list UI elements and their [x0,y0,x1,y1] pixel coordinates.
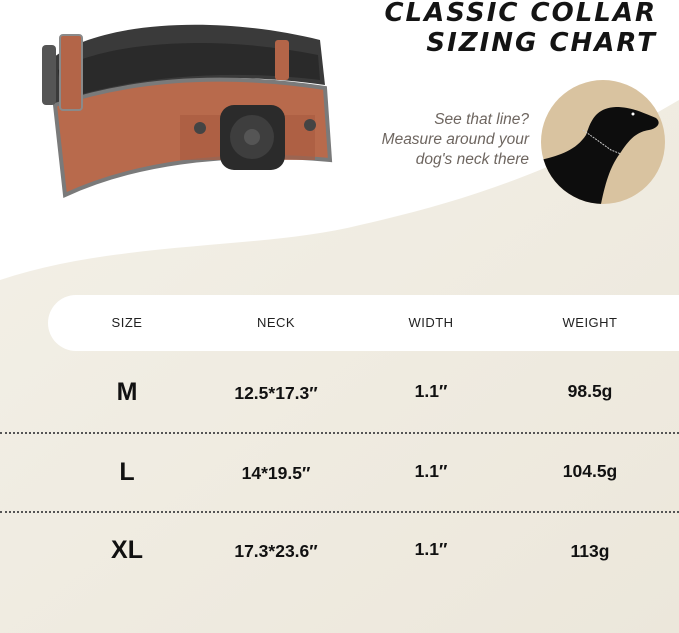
header-width: WIDTH [408,315,454,330]
title-line-1: CLASSIC COLLAR [384,0,657,28]
collar-product-image [42,24,333,198]
width-cell: 1.1″ [414,539,448,559]
title-line-2: SIZING CHART [426,28,657,58]
weight-cell: 113g [570,541,610,561]
dog-silhouette-icon [541,80,665,204]
neck-cell: 17.3*23.6″ [234,541,318,561]
size-cell: L [119,458,135,486]
header-neck: NECK [256,315,296,330]
table-header-bar [48,295,679,351]
header-size: SIZE [111,315,143,330]
size-cell: XL [111,536,143,564]
width-cell: 1.1″ [414,461,448,481]
measure-hint: See that line? Measure around your dog's… [382,110,529,170]
size-cell: M [116,378,138,406]
header-weight: WEIGHT [562,315,618,330]
hint-line-3: dog's neck there [415,151,529,168]
neck-cell: 12.5*17.3″ [234,383,318,403]
row-divider [0,432,679,434]
neck-cell: 14*19.5″ [241,463,311,483]
hint-line-1: See that line? [434,111,529,128]
row-divider [0,511,679,513]
weight-cell: 98.5g [567,381,613,401]
hint-line-2: Measure around your [381,131,529,148]
width-cell: 1.1″ [414,381,448,401]
weight-cell: 104.5g [562,461,618,481]
